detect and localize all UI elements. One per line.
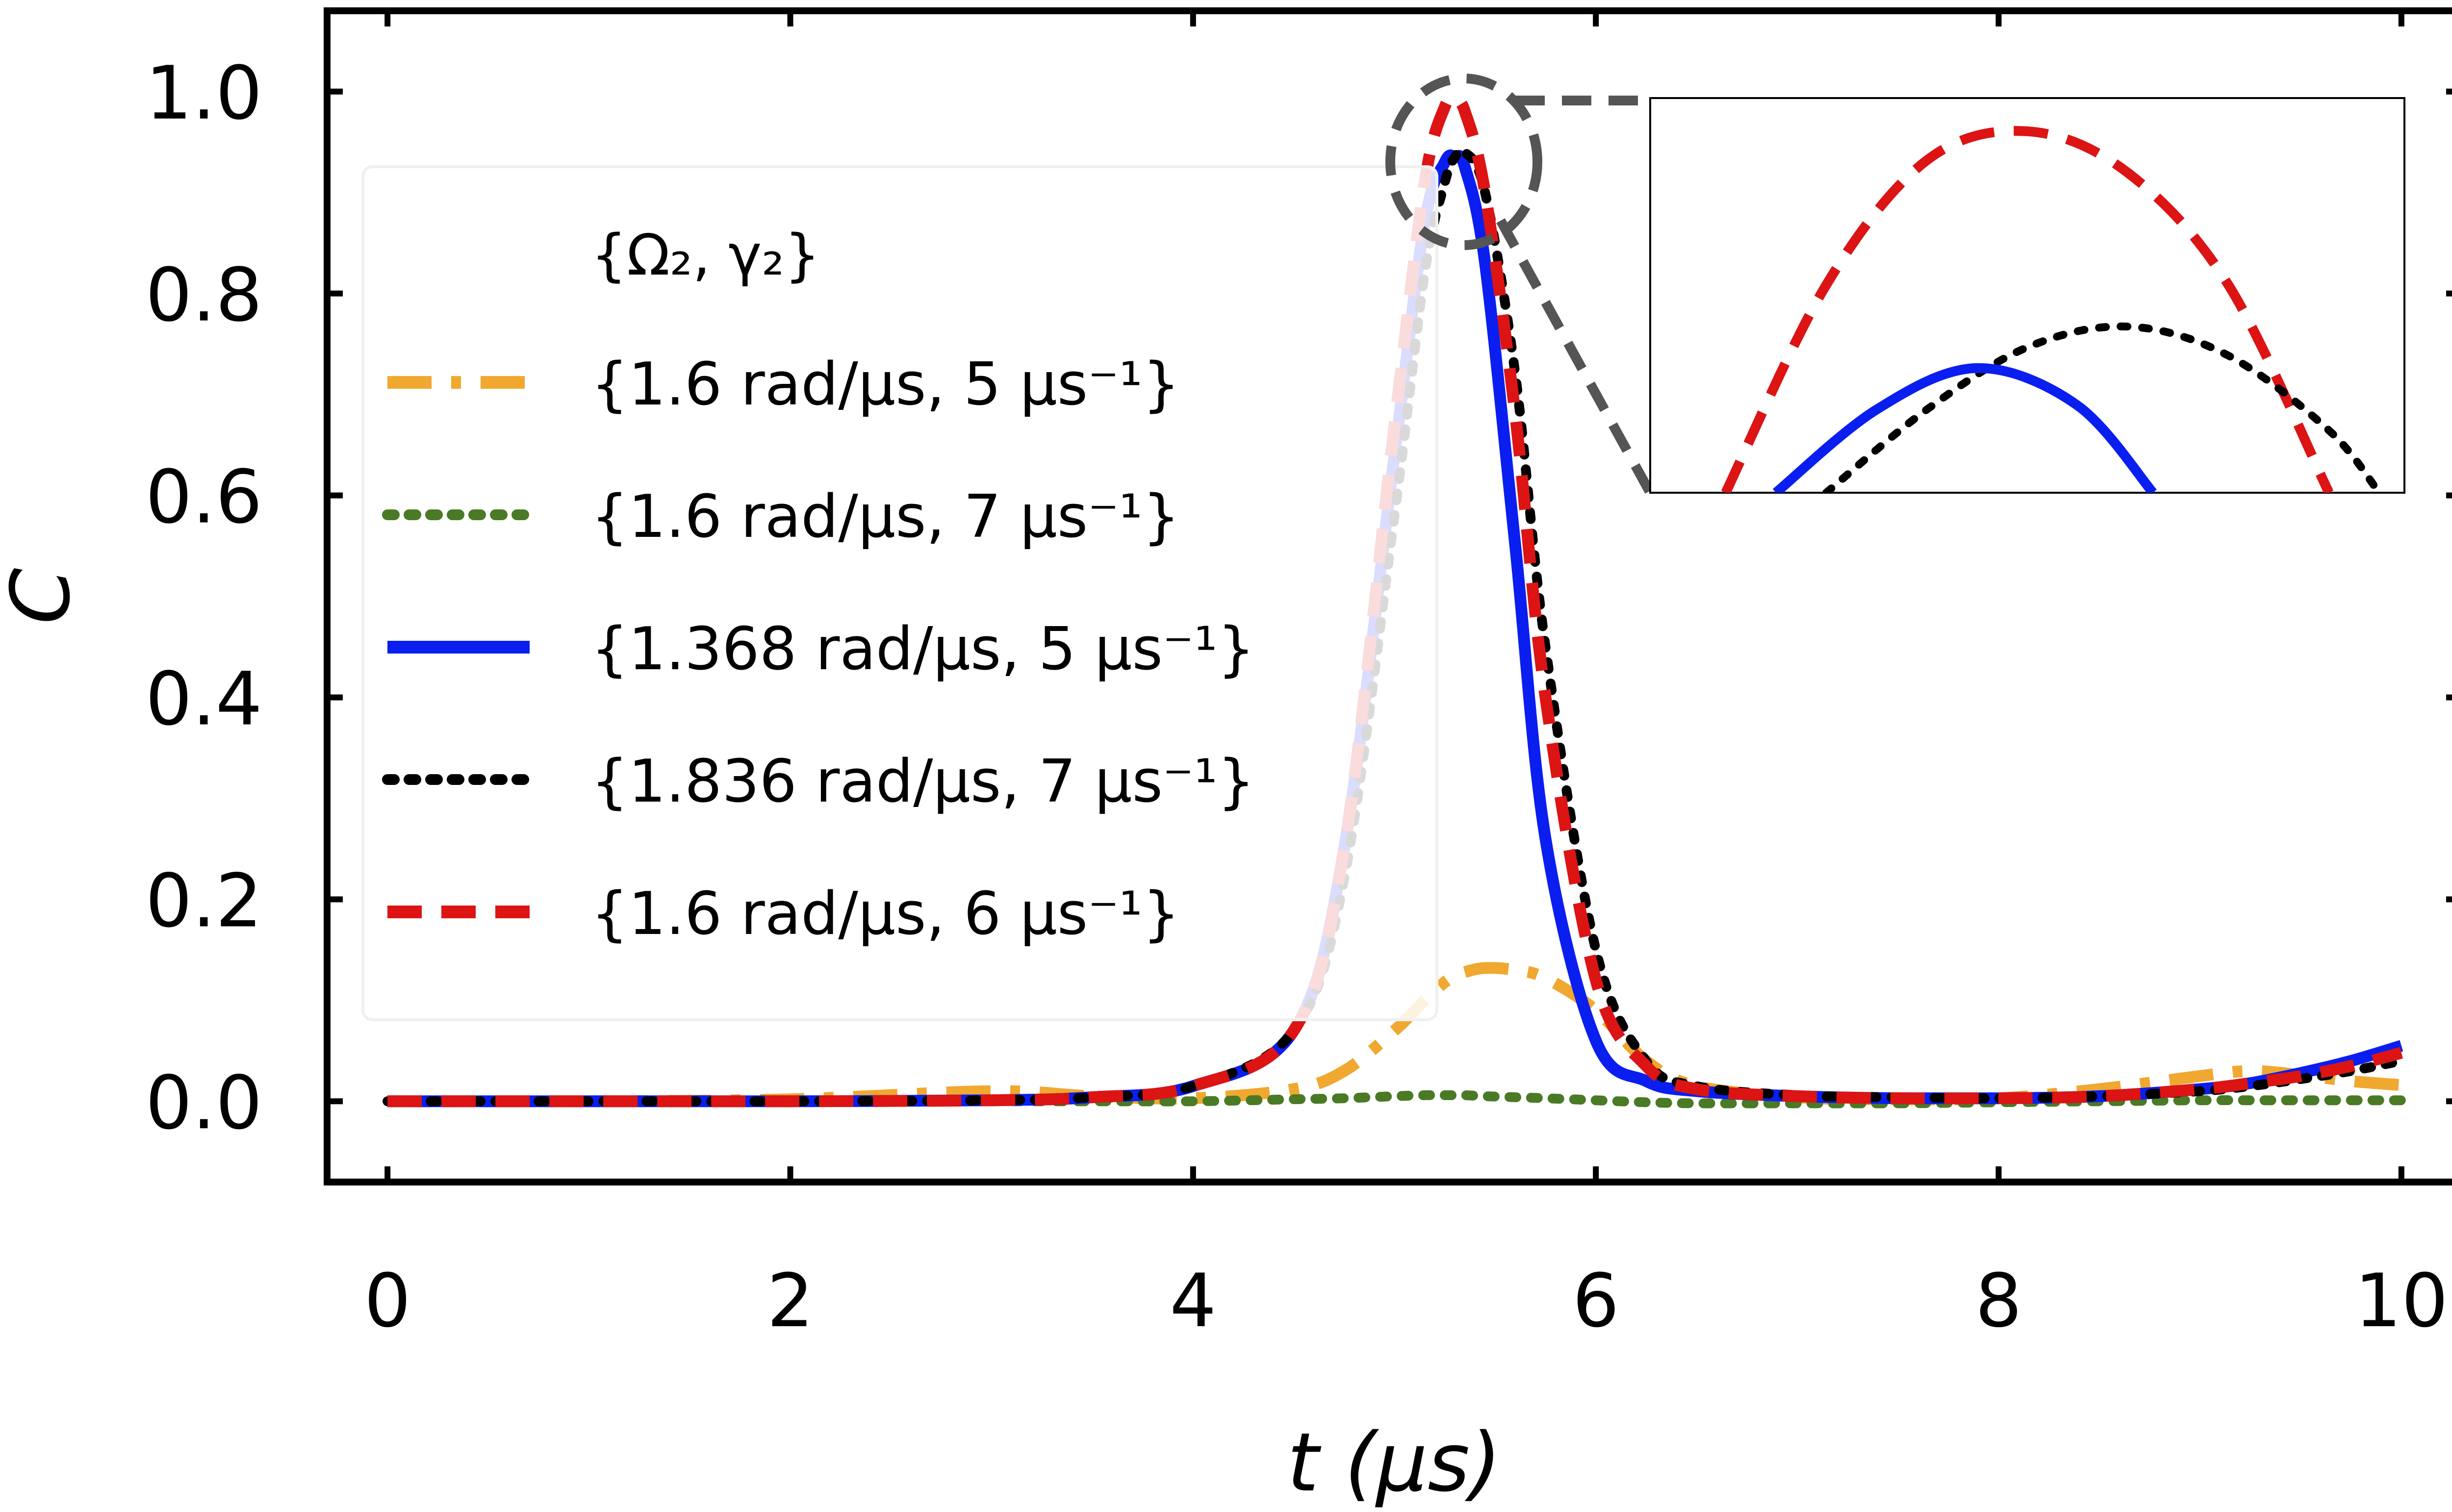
legend: {Ω₂, γ₂} {1.6 rad/µs, 5 µs⁻¹} {1.6 rad/µs,… [361, 165, 1438, 1021]
x-tick-label: 2 [767, 1259, 814, 1344]
y-tick-label: 0.4 [145, 656, 262, 742]
y-axis-label: C [0, 568, 88, 624]
x-axis-label: t (µs) [1287, 1415, 1502, 1510]
series-layer [383, 93, 2406, 1109]
inset-zoom [1385, 74, 2405, 495]
x-axis-ticks: 0 2 4 6 8 10 [364, 11, 2448, 1344]
main-plot: 0 2 4 6 8 10 0.0 0.2 0.4 0.6 0.8 1.0 {Ω₂, γ₂} {1.6 … [0, 7, 2452, 1510]
y-axis-ticks: 0.0 0.2 0.4 0.6 0.8 1.0 [145, 51, 2452, 1146]
zoom-connector-bottom [1496, 218, 1655, 495]
inset-series-line-3 [1772, 363, 2157, 493]
x-tick-label: 4 [1170, 1259, 1216, 1344]
inset-series-line-1 [1721, 126, 2334, 493]
x-tick-label: 0 [364, 1259, 410, 1344]
series-line-5 [387, 93, 2403, 1108]
plot-frame [324, 7, 2452, 1185]
legend-label: {1.6 rad/µs, 6 µs⁻¹} [591, 880, 1180, 948]
x-tick-label: 6 [1572, 1259, 1619, 1344]
legend-box [361, 165, 1438, 1021]
x-tick-label: 8 [1975, 1259, 2022, 1344]
legend-label: {1.836 rad/µs, 7 µs⁻¹} [591, 748, 1255, 816]
inset-frame [1649, 97, 2405, 494]
y-tick-label: 0.2 [145, 858, 262, 944]
x-tick-label: 10 [2354, 1259, 2448, 1344]
inset-series [1721, 126, 2383, 493]
y-tick-label: 0.8 [145, 253, 262, 338]
zoom-highlight-ellipse [1385, 74, 1542, 250]
legend-label: {1.6 rad/µs, 5 µs⁻¹} [591, 351, 1180, 419]
legend-label: {1.6 rad/µs, 7 µs⁻¹} [591, 483, 1180, 551]
y-tick-label: 0.0 [145, 1060, 262, 1146]
legend-title: {Ω₂, γ₂} [591, 223, 820, 288]
y-tick-label: 0.6 [145, 455, 262, 540]
inset-series-line-2 [1822, 322, 2383, 493]
legend-label: {1.368 rad/µs, 5 µs⁻¹} [591, 615, 1255, 683]
series-line-1 [387, 962, 2402, 1108]
y-tick-label: 1.0 [145, 51, 262, 136]
